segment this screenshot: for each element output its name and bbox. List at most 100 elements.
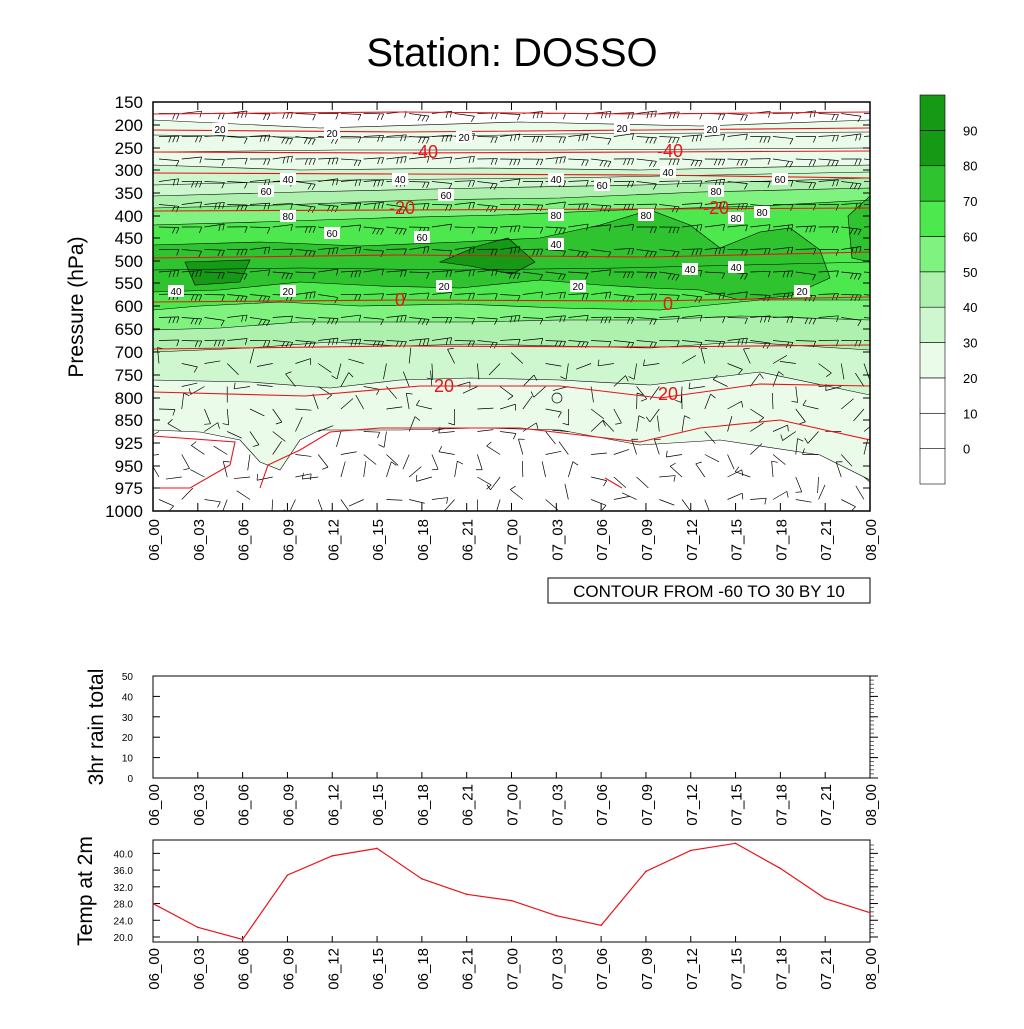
temperature-point bbox=[331, 855, 333, 857]
humidity-contour-label: 80 bbox=[730, 214, 742, 225]
temperature-time-label: 07_18 bbox=[773, 948, 790, 990]
colorbar-label: 0 bbox=[963, 442, 970, 457]
temperature-tick-label: 32.0 bbox=[114, 883, 134, 894]
humidity-contour-label: 40 bbox=[662, 168, 674, 179]
wind-barb-feather bbox=[881, 205, 884, 211]
rain-time-label: 07_09 bbox=[639, 784, 656, 826]
temperature-frame bbox=[153, 840, 870, 942]
time-tick-label: 06_18 bbox=[415, 519, 432, 561]
colorbar-label: 50 bbox=[963, 265, 977, 280]
time-tick-label: 07_15 bbox=[729, 519, 746, 561]
colorbar-label: 80 bbox=[963, 159, 977, 174]
y-axis-title-pressure: Pressure (hPa) bbox=[65, 236, 88, 377]
time-tick-label: 06_21 bbox=[460, 519, 477, 561]
wind-barb-feather bbox=[344, 513, 350, 515]
rain-time-label: 06_09 bbox=[280, 784, 297, 826]
temperature-time-label: 06_21 bbox=[460, 948, 477, 990]
rain-time-label: 06_12 bbox=[325, 784, 342, 826]
time-tick-label: 06_06 bbox=[236, 519, 253, 561]
wind-barb-feather bbox=[874, 340, 876, 346]
temperature-point bbox=[780, 868, 782, 870]
humidity-contour-label: 60 bbox=[326, 229, 338, 240]
humidity-contour-label: 40 bbox=[394, 175, 406, 186]
rain-frame bbox=[153, 676, 870, 778]
humidity-contour-label: 60 bbox=[416, 233, 428, 244]
pressure-tick-label: 150 bbox=[115, 93, 143, 112]
pressure-tick-label: 600 bbox=[115, 297, 143, 316]
wind-barb-feather bbox=[877, 161, 880, 167]
temperature-time-label: 07_03 bbox=[549, 948, 566, 990]
wind-barb-feather bbox=[881, 297, 884, 303]
temperature-time-label: 07_06 bbox=[594, 948, 611, 990]
temperature-series bbox=[152, 843, 871, 941]
humidity-fill-layer bbox=[153, 102, 870, 511]
humidity-contour-label: 80 bbox=[756, 208, 768, 219]
pressure-tick-label: 700 bbox=[115, 343, 143, 362]
rain-time-label: 07_18 bbox=[773, 784, 790, 826]
colorbar-segment bbox=[920, 378, 945, 413]
wind-barb-feather bbox=[873, 160, 876, 166]
temperature-time-label: 08_00 bbox=[863, 948, 880, 990]
pressure-tick-label: 950 bbox=[115, 457, 143, 476]
wind-barb-feather bbox=[882, 340, 884, 346]
rain-time-label: 08_00 bbox=[863, 784, 880, 826]
wind-barb-feather bbox=[882, 226, 884, 232]
pressure-tick-label: 975 bbox=[115, 479, 143, 498]
temperature-point bbox=[600, 924, 602, 926]
temperature-point bbox=[152, 903, 154, 905]
pressure-tick-label: 200 bbox=[115, 116, 143, 135]
colorbar-segment bbox=[920, 343, 945, 378]
temperature-point bbox=[735, 843, 737, 845]
humidity-contour-label: 80 bbox=[282, 212, 294, 223]
colorbar-label: 90 bbox=[963, 123, 977, 138]
time-tick-label: 07_21 bbox=[818, 519, 835, 561]
y-axis-title-temperature: Temp at 2m bbox=[74, 836, 97, 946]
pressure-tick-label: 400 bbox=[115, 207, 143, 226]
temperature-tick-label: 40.0 bbox=[114, 849, 134, 860]
temperature-line bbox=[153, 843, 870, 939]
humidity-contour-label: 80 bbox=[640, 211, 652, 222]
rain-time-label: 06_18 bbox=[415, 784, 432, 826]
humidity-contour-label: 40 bbox=[550, 240, 562, 251]
humidity-contour-label: 40 bbox=[684, 265, 696, 276]
humidity-contour-label: 20 bbox=[458, 133, 470, 144]
time-tick-label: 06_09 bbox=[280, 519, 297, 561]
rain-time-label: 06_21 bbox=[460, 784, 477, 826]
time-tick-label: 07_09 bbox=[639, 519, 656, 561]
humidity-contour-label: 80 bbox=[710, 187, 722, 198]
temperature-contour-label: -20 bbox=[389, 198, 415, 218]
humidity-contour-label: 60 bbox=[774, 175, 786, 186]
temperature-point bbox=[869, 912, 871, 914]
humidity-contour-label: 20 bbox=[326, 129, 338, 140]
wind-barb-feather bbox=[878, 226, 880, 232]
temperature-contour-label: -40 bbox=[657, 141, 683, 161]
rain-time-label: 06_00 bbox=[146, 784, 163, 826]
rain-time-label: 07_15 bbox=[729, 784, 746, 826]
time-tick-label: 07_06 bbox=[594, 519, 611, 561]
rain-time-label: 07_00 bbox=[505, 784, 522, 826]
pressure-tick-label: 925 bbox=[115, 434, 143, 453]
colorbar-segment bbox=[920, 449, 945, 484]
humidity-contour-label: 40 bbox=[550, 175, 562, 186]
wind-barb-feather bbox=[878, 113, 880, 119]
humidity-contour-label: 60 bbox=[596, 181, 608, 192]
temperature-point bbox=[824, 898, 826, 900]
rain-tick-label: 0 bbox=[127, 774, 133, 785]
humidity-contour-label: 20 bbox=[616, 124, 628, 135]
wind-barb-feather bbox=[881, 319, 884, 325]
colorbar-segment bbox=[920, 272, 945, 307]
colorbar-label: 40 bbox=[963, 300, 977, 315]
humidity-contour-label: 20 bbox=[438, 282, 450, 293]
colorbar-segment bbox=[920, 130, 945, 165]
temperature-time-label: 07_09 bbox=[639, 948, 656, 990]
temperature-tick-label: 20.0 bbox=[114, 933, 134, 944]
colorbar-label: 10 bbox=[963, 406, 977, 421]
wind-barb-feather bbox=[878, 340, 880, 346]
colorbar-label: 60 bbox=[963, 229, 977, 244]
rain-time-label: 06_06 bbox=[236, 784, 253, 826]
pressure-tick-label: 450 bbox=[115, 229, 143, 248]
